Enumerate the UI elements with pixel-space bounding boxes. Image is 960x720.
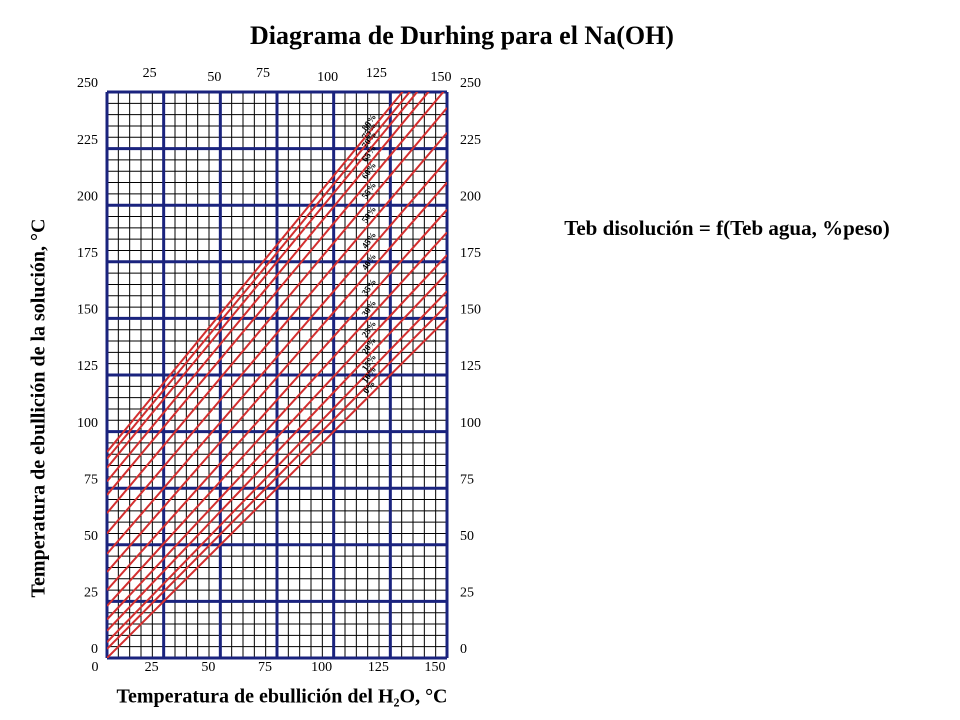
y-tick-label-right: 50 <box>460 529 474 544</box>
y-tick-label: 50 <box>84 529 98 544</box>
y-axis-label: Temperatura de ebullición de la solución… <box>28 219 50 598</box>
y-tick-label: 0 <box>91 642 98 657</box>
y-tick-label: 150 <box>77 303 98 318</box>
y-tick-label-right: 175 <box>460 246 481 261</box>
x-tick-label: 75 <box>258 660 272 675</box>
x-tick-label: 150 <box>425 660 446 675</box>
y-tick-label-right: 25 <box>460 586 474 601</box>
x-tick-label-top: 100 <box>317 70 338 85</box>
y-tick-label-right: 75 <box>460 472 474 487</box>
series-label: 60% <box>360 160 379 180</box>
series-line <box>107 92 411 460</box>
x-tick-label-top: 75 <box>256 66 270 81</box>
chart-title: Diagrama de Durhing para el Na(OH) <box>250 21 674 50</box>
x-tick-label: 25 <box>145 660 159 675</box>
series-line <box>107 159 447 555</box>
series-label: 30% <box>360 298 379 318</box>
series-line <box>107 107 447 514</box>
x-tick-label-top: 150 <box>431 70 452 85</box>
series-line <box>107 317 447 658</box>
y-tick-label-right: 100 <box>460 416 481 431</box>
y-tick-label-right: 150 <box>460 303 481 318</box>
series-line <box>107 290 447 643</box>
series-lines <box>107 92 447 658</box>
annotation: Teb disolución = f(Teb agua, %peso) <box>564 216 890 240</box>
x-tick-label-top: 50 <box>207 70 221 85</box>
y-tick-label: 225 <box>77 133 98 148</box>
y-tick-label-right: 225 <box>460 133 481 148</box>
series-line <box>107 231 447 607</box>
y-tick-label-right: 125 <box>460 359 481 374</box>
y-tick-label-right: 0 <box>460 642 467 657</box>
series-line <box>107 92 445 496</box>
series-line <box>107 272 447 632</box>
y-tick-label: 25 <box>84 586 98 601</box>
series-line <box>107 132 447 535</box>
series-line <box>107 92 419 469</box>
x-tick-label: 100 <box>311 660 332 675</box>
y-tick-label: 100 <box>77 416 98 431</box>
x-tick-label-top: 125 <box>366 66 387 81</box>
y-tick-label-right: 200 <box>460 189 481 204</box>
series-line <box>107 92 430 483</box>
y-tick-label-right: 250 <box>460 76 481 91</box>
series-label: 20% <box>360 335 379 355</box>
x-tick-label: 125 <box>368 660 389 675</box>
x-tick-label: 0 <box>92 660 99 675</box>
y-tick-label: 200 <box>77 189 98 204</box>
x-tick-label-top: 25 <box>143 66 157 81</box>
y-tick-label: 125 <box>77 359 98 374</box>
x-axis-label: Temperatura de ebullición del H₂O, °C <box>116 686 447 708</box>
y-tick-label: 75 <box>84 472 98 487</box>
x-tick-label: 50 <box>201 660 215 675</box>
series-line <box>107 254 447 621</box>
series-label: 25% <box>360 319 379 339</box>
series-line <box>107 181 447 573</box>
series-line <box>107 92 404 453</box>
series-line <box>107 209 447 591</box>
series-label: 55% <box>360 180 379 200</box>
y-tick-label: 175 <box>77 246 98 261</box>
y-tick-label: 250 <box>77 76 98 91</box>
series-line <box>107 304 447 650</box>
